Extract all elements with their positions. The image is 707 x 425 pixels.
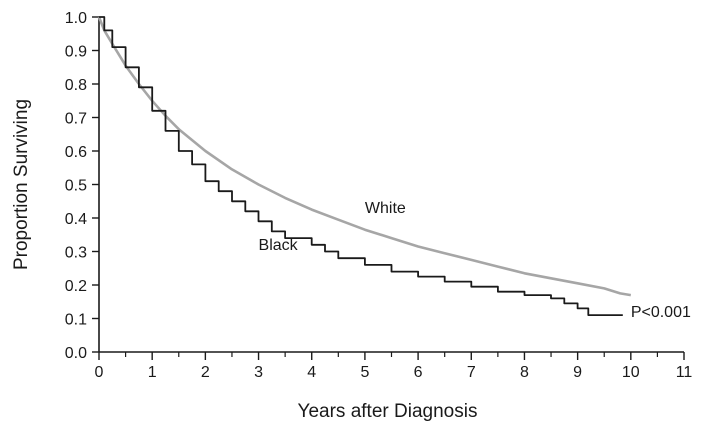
x-tick-label-4: 4 [307,364,316,381]
x-tick-label-9: 9 [573,364,582,381]
y-tick-label-0.8: 0.8 [65,77,87,94]
x-tick-label-3: 3 [254,364,263,381]
y-axis-title: Proportion Surviving [11,99,32,270]
x-tick-label-1: 1 [148,364,157,381]
y-tick-label-0.0: 0.0 [65,345,87,362]
tick-labels: 0 1 2 3 4 5 6 7 8 9 10 11 0.0 0.1 0.2 0.3 0.4 0.5 0.6 0.7 0.… [65,10,693,381]
annotation-p-0-001: P<0.001 [631,304,691,321]
axes [98,17,684,353]
ticks [92,16,685,360]
annotation-layer: White Black P<0.001 [259,200,691,321]
y-tick-label-0.5: 0.5 [65,178,87,195]
x-tick-label-7: 7 [467,364,476,381]
y-tick-label-0.9: 0.9 [65,44,87,61]
y-tick-label-0.2: 0.2 [65,278,87,295]
y-tick-label-0.6: 0.6 [65,144,87,161]
y-tick-label-0.1: 0.1 [65,312,87,329]
x-tick-label-0: 0 [95,364,104,381]
y-tick-label-0.7: 0.7 [65,111,87,128]
x-tick-label-6: 6 [414,364,423,381]
series-layer [97,16,632,316]
x-tick-label-8: 8 [520,364,529,381]
series-line-black [99,16,623,316]
x-axis-title: Years after Diagnosis [298,401,478,422]
x-tick-label-2: 2 [201,364,210,381]
x-tick-label-11: 11 [676,364,693,381]
y-tick-label-0.4: 0.4 [65,211,87,228]
x-tick-label-5: 5 [360,364,369,381]
annotation-black: Black [259,237,299,254]
annotation-white: White [365,200,406,217]
y-tick-label-1.0: 1.0 [65,10,87,27]
series-line-white [97,16,632,297]
y-tick-label-0.3: 0.3 [65,245,87,262]
x-tick-label-10: 10 [622,364,640,381]
